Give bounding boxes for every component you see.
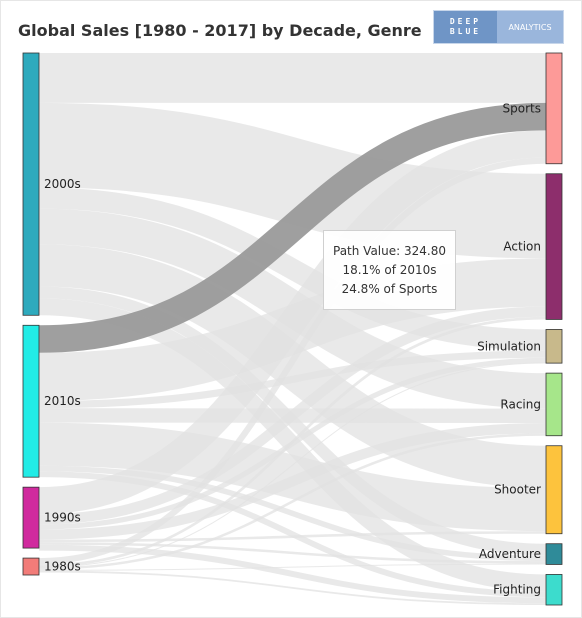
sankey-links [38,52,547,606]
link-1990s-to-fighting[interactable] [38,544,547,604]
link-2010s-to-simulation[interactable] [38,350,547,409]
label-simulation: Simulation [477,339,541,353]
link-2000s-to-action[interactable] [38,102,547,259]
node-shooter[interactable] [545,445,563,535]
tooltip-target-share: 24.8% of Sports [341,281,438,296]
logo-word-blue: BLUE [449,27,482,36]
deep-blue-analytics-logo: DEEP BLUE ANALYTICS [433,10,564,44]
label-1990s: 1990s [44,511,81,525]
logo-tagline: ANALYTICS [497,11,563,43]
link-2010s-to-sports[interactable] [38,102,547,353]
chart-title: Global Sales [1980 - 2017] by Decade, Ge… [18,21,422,40]
link-1980s-to-action[interactable] [38,316,547,568]
label-action: Action [503,240,541,254]
link-1980s-to-simulation[interactable] [38,362,547,568]
link-1980s-to-fighting[interactable] [38,570,547,606]
label-adventure: Adventure [479,547,541,561]
link-1980s-to-adventure[interactable] [38,563,547,571]
node-fighting[interactable] [545,574,563,606]
link-1990s-to-racing[interactable] [38,423,547,540]
tooltip-path-value: Path Value: 324.80 [333,243,446,258]
node-action[interactable] [545,173,563,320]
node-simulation[interactable] [545,329,563,364]
sankey-nodes [22,52,563,606]
path-tooltip: Path Value: 324.80 18.1% of 2010s 24.8% … [323,230,456,310]
logo-wordmark: DEEP BLUE [434,11,497,43]
link-1990s-to-sports[interactable] [38,130,547,515]
label-racing: Racing [500,397,541,411]
node-1990s[interactable] [22,486,40,549]
label-2000s: 2000s [44,177,81,191]
node-sports[interactable] [545,52,563,165]
sankey-labels: 2000s 2010s 1990s 1980s Sports Action Simulati… [44,101,541,596]
link-1980s-to-racing[interactable] [38,433,547,570]
node-2010s[interactable] [22,324,40,478]
link-1980s-to-sports[interactable] [38,157,547,565]
label-shooter: Shooter [494,483,541,497]
node-1980s[interactable] [22,557,40,576]
tooltip-source-share: 18.1% of 2010s [342,262,437,277]
node-2000s[interactable] [22,52,40,316]
label-2010s: 2010s [44,394,81,408]
logo-word-deep: DEEP [449,17,482,26]
label-1980s: 1980s [44,560,81,574]
link-1990s-to-adventure[interactable] [38,542,547,564]
link-1990s-to-action[interactable] [38,306,547,525]
label-fighting: Fighting [493,583,541,597]
node-adventure[interactable] [545,543,563,565]
node-racing[interactable] [545,372,563,437]
label-sports: Sports [503,101,541,115]
